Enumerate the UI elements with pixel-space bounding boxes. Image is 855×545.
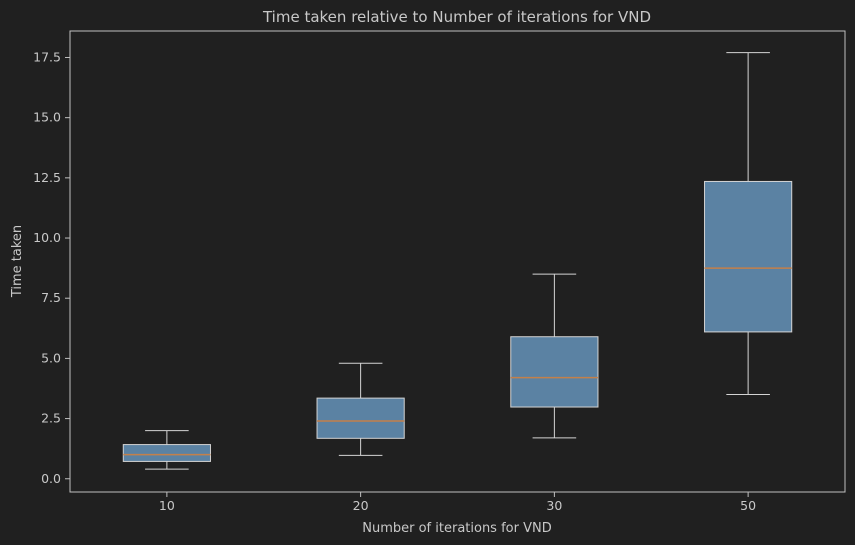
box-group-20 [316, 362, 405, 456]
y-tick-label-7: 17.5 [33, 49, 61, 64]
y-tick-label-0: 0.0 [41, 471, 61, 486]
plot-area-frame [69, 30, 846, 493]
x-tick-label-3: 50 [740, 498, 756, 513]
box-10 [122, 444, 211, 462]
y-tick-label-3: 7.5 [41, 290, 61, 305]
box-group-10 [122, 430, 211, 470]
box-20 [316, 397, 405, 439]
x-tick-label-0: 10 [159, 498, 175, 513]
x-tick-label-2: 30 [546, 498, 562, 513]
y-tick-label-4: 10.0 [33, 230, 61, 245]
y-axis-label: Time taken [10, 225, 25, 298]
y-axis: 0.0 2.5 5.0 7.5 10.0 12.5 15.0 17.5 [33, 49, 70, 486]
box-30 [510, 336, 599, 408]
boxes-layer [122, 52, 793, 470]
x-axis-label: Number of iterations for VND [362, 521, 551, 536]
chart-title: Time taken relative to Number of iterati… [262, 8, 651, 26]
y-tick-label-1: 2.5 [41, 411, 61, 426]
x-axis: 10 20 30 50 [159, 492, 756, 513]
box-group-30 [510, 273, 599, 439]
y-tick-label-2: 5.0 [41, 350, 61, 365]
y-tick-label-5: 12.5 [33, 170, 61, 185]
box-group-50 [704, 52, 793, 396]
y-tick-label-6: 15.0 [33, 110, 61, 125]
x-tick-label-1: 20 [353, 498, 369, 513]
box-50 [704, 180, 793, 333]
